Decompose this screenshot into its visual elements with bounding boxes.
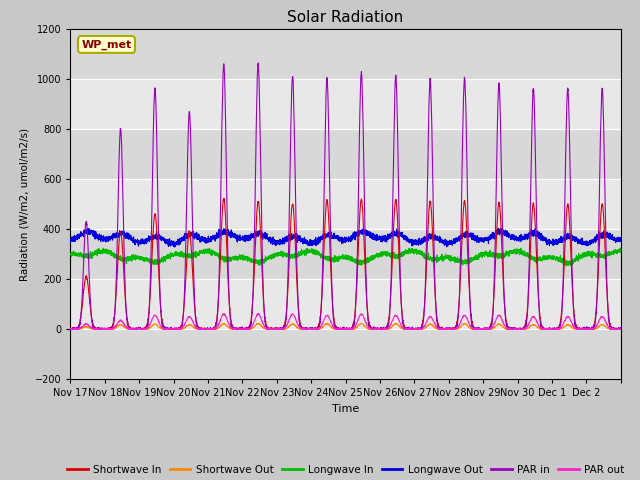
PAR in (366, 325, 374, 331)
PAR in (497, 128, 504, 133)
Longwave Out (180, 231, 188, 237)
Shortwave In (617, 326, 625, 332)
Shortwave Out (538, 326, 546, 332)
Longwave In (524, 250, 531, 255)
PAR in (254, 60, 262, 66)
Shortwave Out (67, 326, 74, 332)
X-axis label: Time: Time (332, 404, 359, 414)
PAR out (396, 319, 403, 324)
Longwave Out (396, 228, 403, 234)
PAR in (524, 305, 531, 311)
PAR out (180, 322, 188, 328)
Line: PAR out: PAR out (70, 314, 621, 329)
Line: Longwave Out: Longwave Out (70, 228, 621, 247)
Longwave Out (617, 238, 625, 244)
Shortwave In (396, 264, 403, 270)
Shortwave Out (617, 326, 625, 332)
Shortwave In (67, 326, 74, 332)
Bar (70, 29, 621, 79)
PAR in (396, 241, 403, 247)
Longwave In (497, 252, 504, 258)
Shortwave Out (524, 325, 531, 331)
Longwave Out (67, 240, 74, 246)
PAR out (497, 314, 504, 320)
PAR out (617, 326, 625, 332)
Shortwave Out (220, 321, 227, 326)
Shortwave In (220, 196, 228, 202)
Shortwave Out (497, 322, 504, 328)
Bar (70, 129, 621, 179)
Longwave In (563, 263, 570, 268)
Text: WP_met: WP_met (81, 39, 132, 49)
Shortwave Out (396, 324, 403, 329)
Shortwave In (497, 218, 504, 224)
Longwave Out (171, 244, 179, 250)
PAR in (180, 290, 188, 296)
Longwave Out (524, 232, 532, 238)
Longwave Out (494, 225, 502, 231)
Longwave Out (497, 229, 504, 235)
PAR out (366, 326, 374, 332)
Bar (70, 229, 621, 279)
PAR in (538, 325, 546, 331)
Longwave Out (538, 232, 546, 238)
Shortwave Out (366, 326, 374, 332)
Shortwave In (524, 304, 531, 310)
PAR in (67, 326, 74, 332)
Title: Solar Radiation: Solar Radiation (287, 10, 404, 25)
PAR out (524, 324, 531, 329)
Longwave In (67, 251, 74, 257)
Longwave In (180, 252, 188, 257)
Longwave In (366, 255, 374, 261)
Line: PAR in: PAR in (70, 63, 621, 329)
Longwave In (617, 246, 625, 252)
PAR out (255, 311, 262, 317)
Longwave In (405, 245, 413, 251)
PAR out (538, 326, 546, 332)
Longwave In (538, 255, 546, 261)
Bar (70, 329, 621, 379)
PAR out (67, 326, 74, 332)
PAR in (617, 326, 625, 332)
Longwave Out (366, 231, 374, 237)
Shortwave In (180, 298, 188, 303)
Shortwave Out (180, 325, 188, 331)
Longwave In (396, 254, 403, 260)
Line: Shortwave In: Shortwave In (70, 199, 621, 329)
Line: Shortwave Out: Shortwave Out (70, 324, 621, 329)
Legend: Shortwave In, Shortwave Out, Longwave In, Longwave Out, PAR in, PAR out: Shortwave In, Shortwave Out, Longwave In… (63, 461, 628, 479)
Shortwave In (366, 324, 374, 329)
Shortwave In (538, 323, 546, 329)
Y-axis label: Radiation (W/m2, umol/m2/s): Radiation (W/m2, umol/m2/s) (19, 127, 29, 281)
Line: Longwave In: Longwave In (70, 248, 621, 265)
